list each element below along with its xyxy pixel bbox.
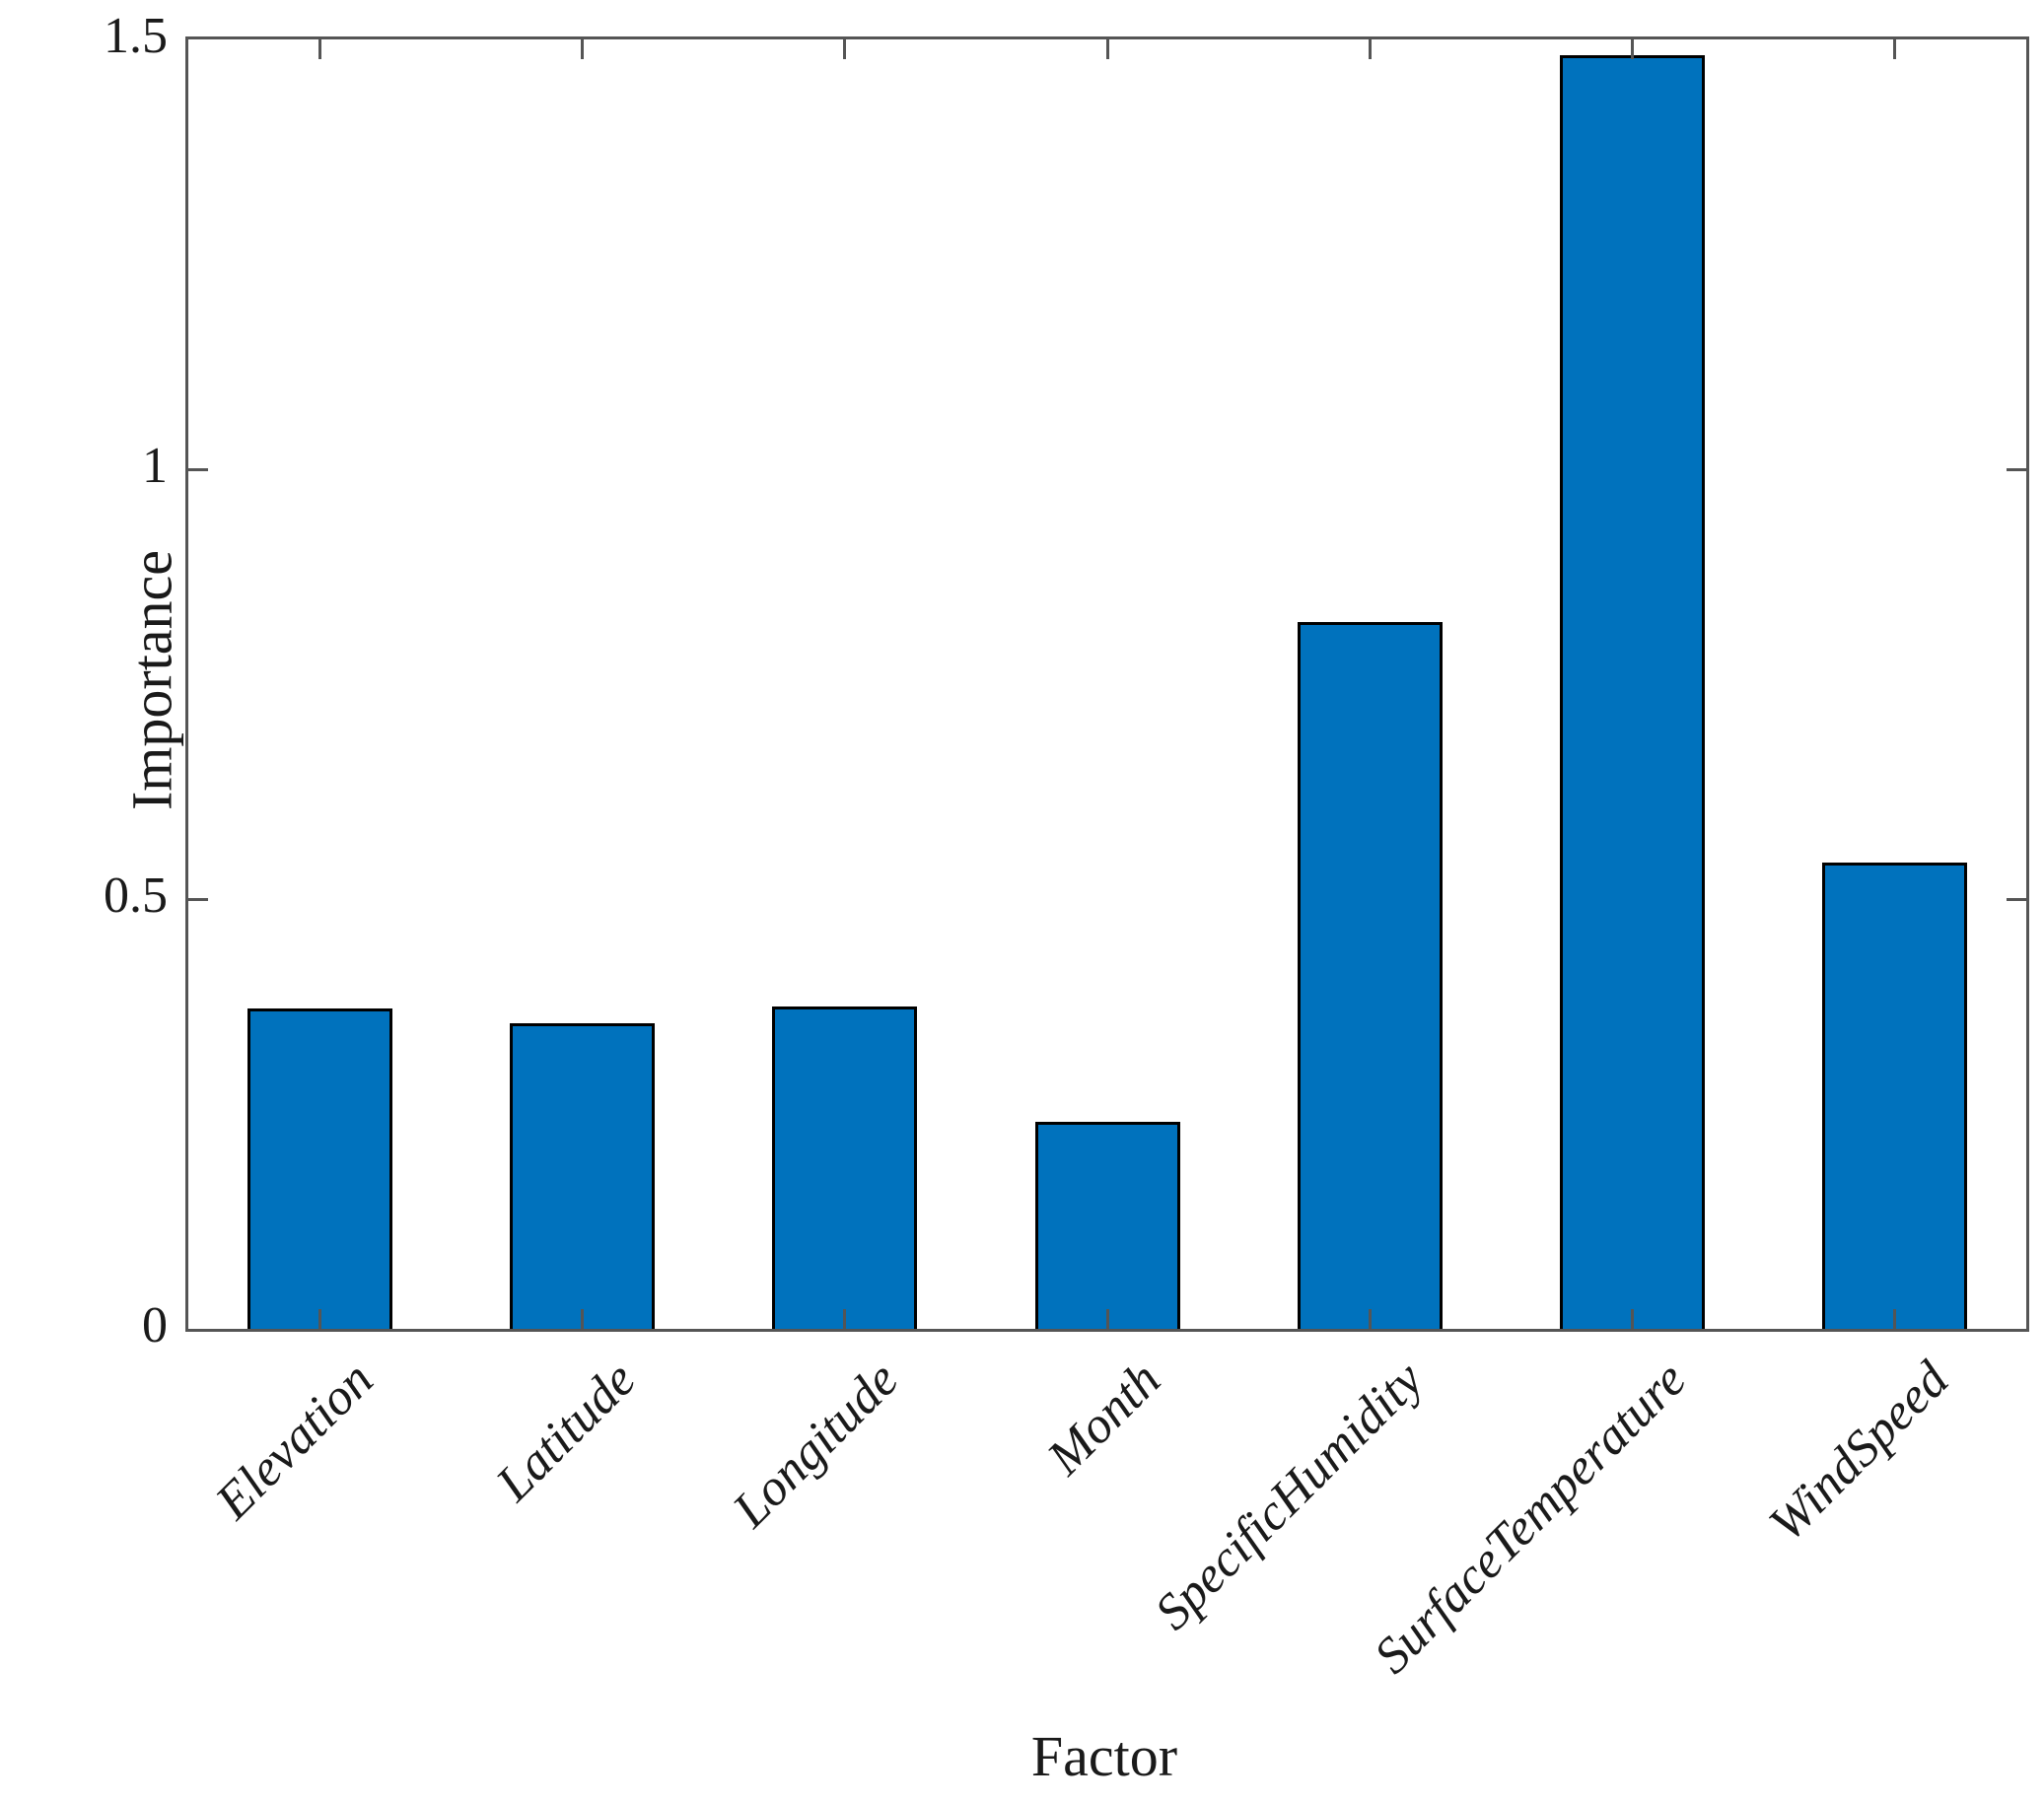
y-axis-label: Importance — [119, 549, 184, 811]
x-tick-mark-bottom — [1368, 1309, 1372, 1329]
x-tick-mark-top — [580, 39, 584, 59]
x-tick-mark-top — [1893, 39, 1897, 59]
y-tick-mark-left — [188, 467, 208, 471]
plot-area — [185, 36, 2029, 1332]
x-tick-mark-top — [843, 39, 847, 59]
x-tick-mark-top — [1368, 39, 1372, 59]
x-tick-mark-bottom — [1105, 1309, 1109, 1329]
bar-specifichumidity — [1297, 622, 1443, 1329]
y-tick-mark-left — [188, 897, 208, 901]
bar-elevation — [247, 1008, 392, 1329]
y-tick-label-1: 1 — [142, 438, 168, 494]
x-tick-mark-bottom — [580, 1309, 584, 1329]
y-tick-label-1.5: 1.5 — [104, 8, 168, 64]
x-tick-label-elevation: Elevation — [205, 1351, 385, 1531]
y-tick-mark-right — [2007, 467, 2026, 471]
x-tick-mark-bottom — [1893, 1309, 1897, 1329]
x-axis-label: Factor — [1030, 1724, 1178, 1788]
bar-latitude — [509, 1023, 655, 1329]
x-tick-mark-top — [1105, 39, 1109, 59]
bar-windspeed — [1822, 863, 1968, 1329]
bar-longitude — [772, 1006, 918, 1329]
x-tick-mark-bottom — [1631, 1309, 1635, 1329]
x-tick-mark-top — [317, 39, 321, 59]
y-tick-label-0: 0 — [142, 1297, 168, 1353]
bar-surfacetemperature — [1560, 55, 1706, 1329]
bar-month — [1034, 1122, 1180, 1329]
x-tick-mark-top — [1631, 39, 1635, 59]
x-tick-label-longitude: Longitude — [722, 1351, 909, 1539]
x-tick-label-windspeed: WindSpeed — [1758, 1351, 1960, 1553]
x-tick-label-latitude: Latitude — [485, 1351, 647, 1512]
x-tick-mark-bottom — [317, 1309, 321, 1329]
x-tick-label-month: Month — [1036, 1351, 1172, 1487]
y-tick-mark-right — [2007, 897, 2026, 901]
y-tick-label-0.5: 0.5 — [104, 867, 168, 924]
x-tick-mark-bottom — [843, 1309, 847, 1329]
x-tick-label-specifichumidity: SpecificHumidity — [1144, 1351, 1435, 1641]
